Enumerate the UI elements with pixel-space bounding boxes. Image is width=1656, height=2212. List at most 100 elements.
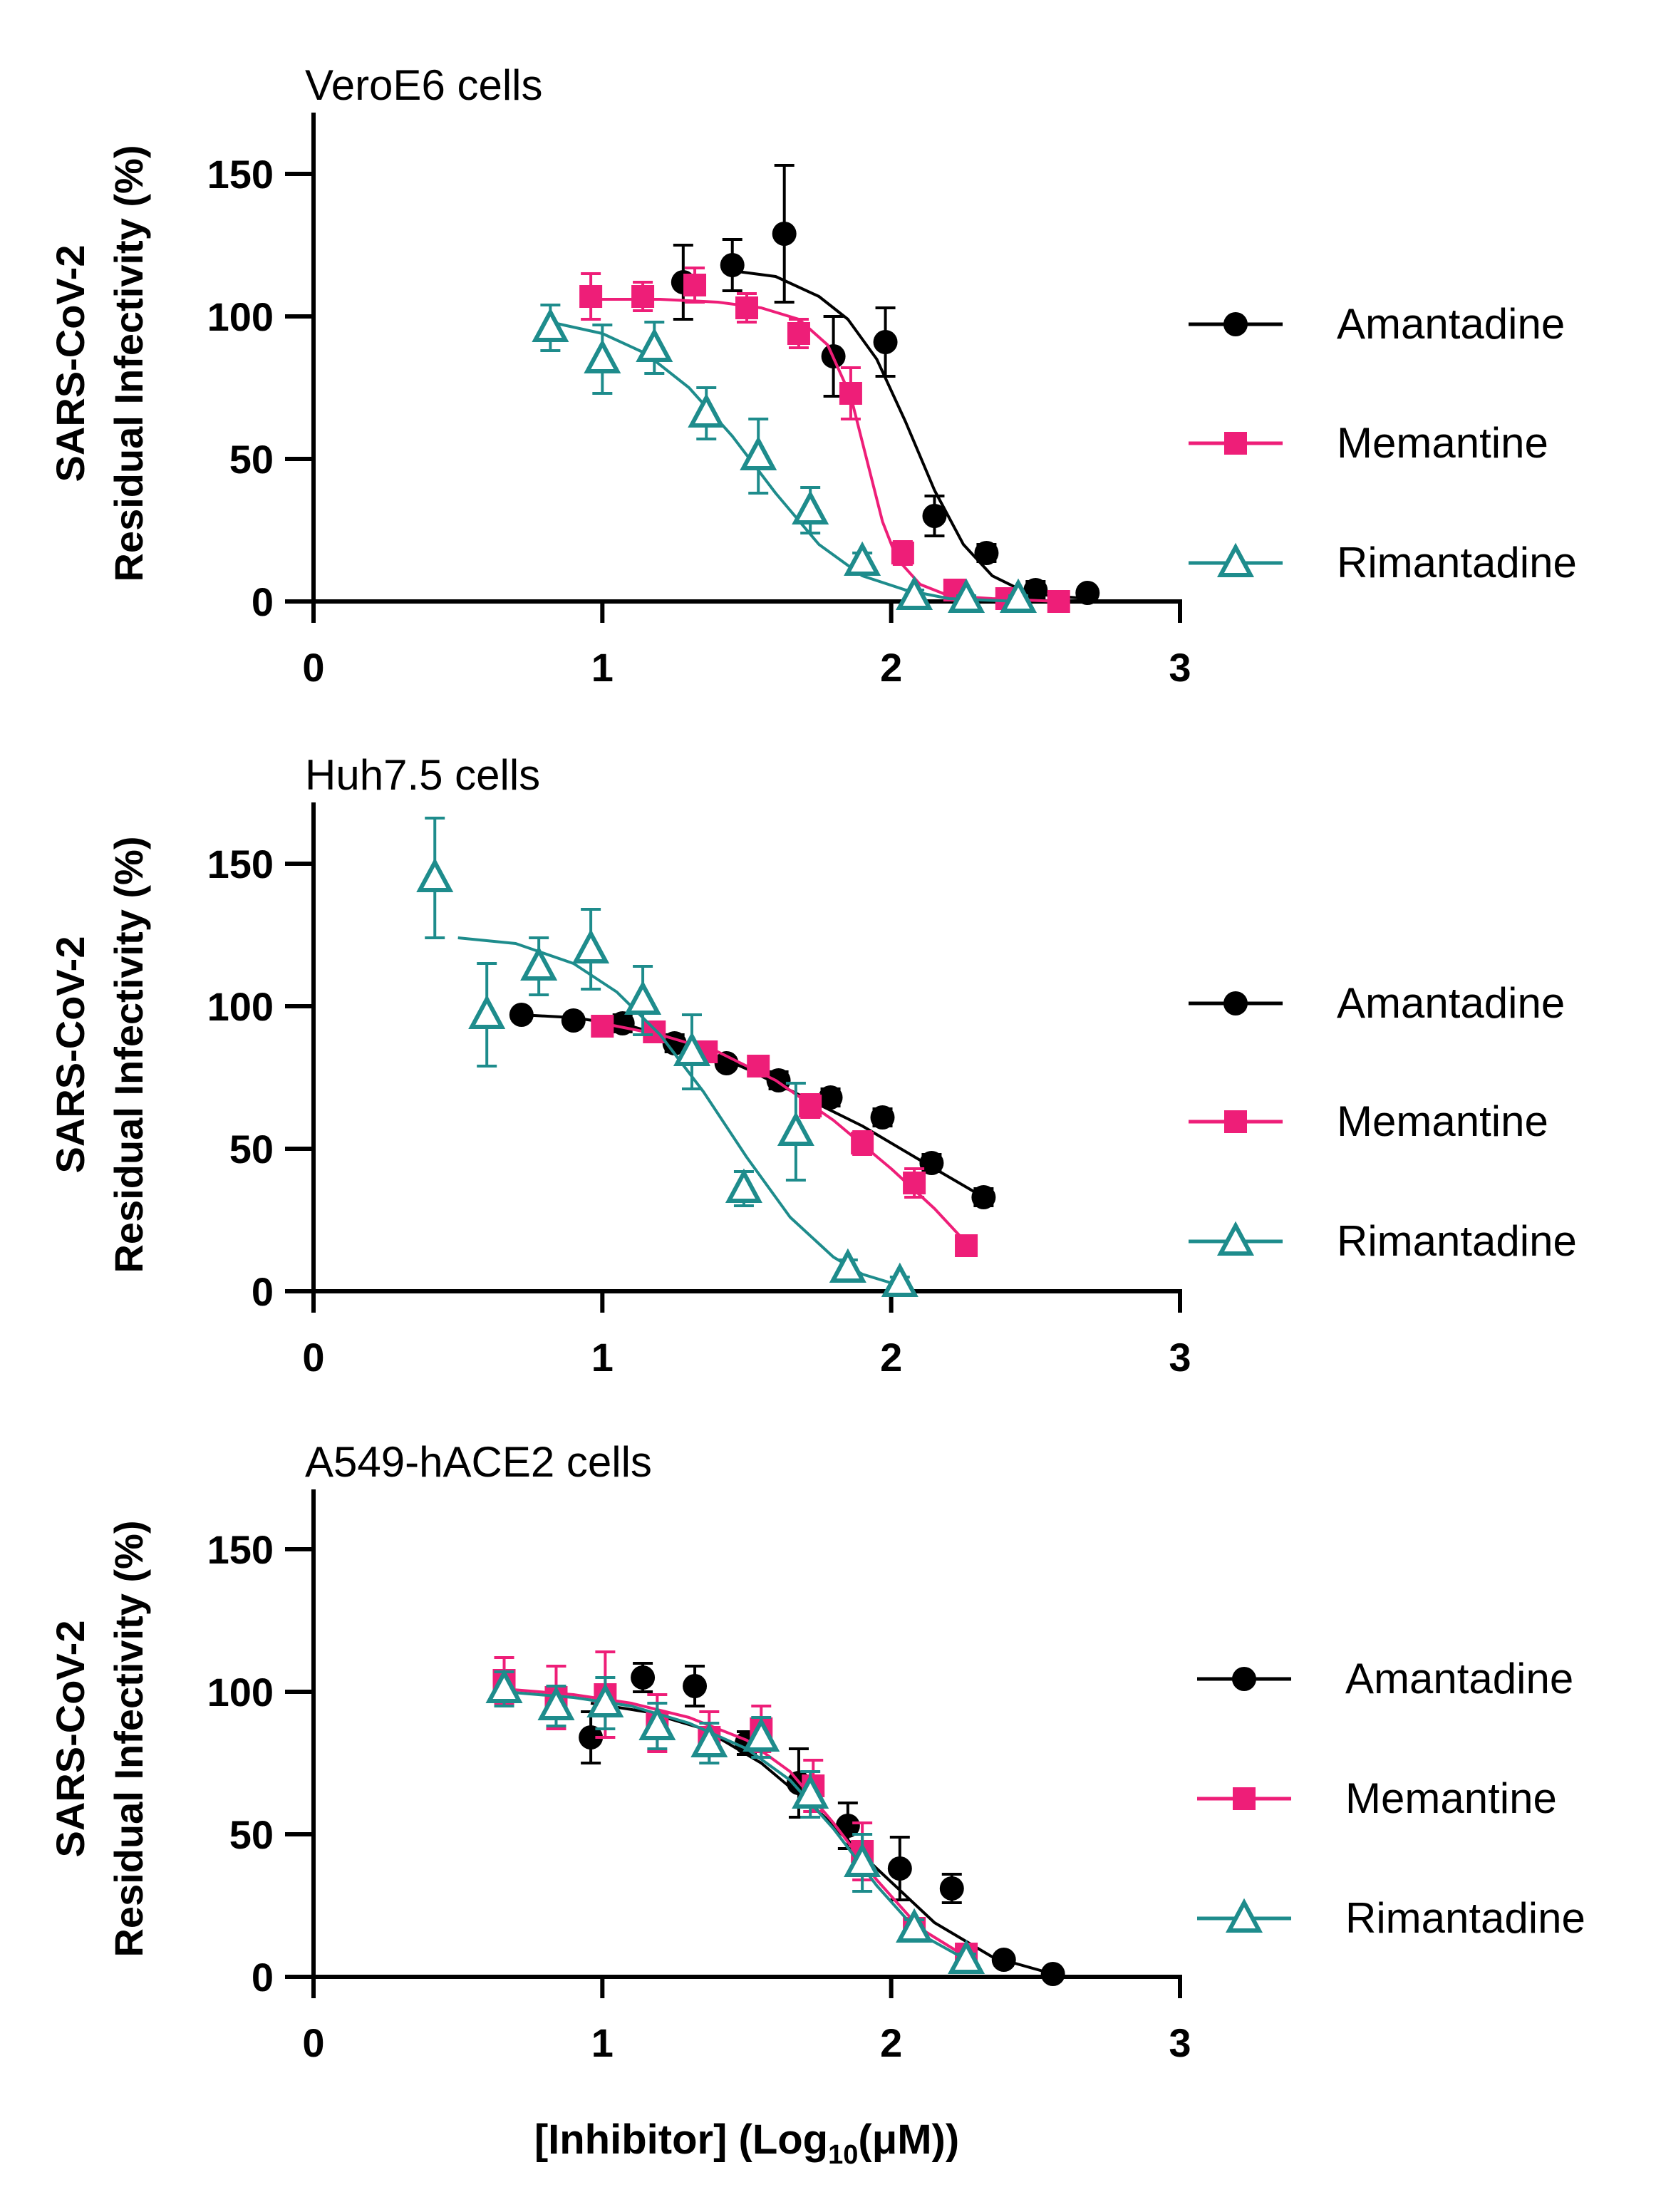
legend-label: Memantine: [1345, 1774, 1557, 1822]
data-point: [844, 541, 881, 576]
series-amantadine: [671, 164, 1100, 605]
y-tick-label: 150: [207, 152, 274, 197]
data-point: [971, 1185, 996, 1209]
data-point: [829, 1248, 866, 1283]
x-tick-label: 0: [302, 2020, 324, 2065]
data-point: [636, 327, 673, 362]
legend-item-rimantadine: Rimantadine: [1189, 539, 1577, 586]
legend-marker: [1224, 1110, 1247, 1133]
fit-curve: [590, 1702, 1054, 1975]
x-tick-label: 0: [302, 1335, 324, 1380]
data-point: [948, 1939, 985, 1974]
y-tick-label: 150: [207, 842, 274, 887]
data-point: [777, 1111, 814, 1146]
legend-item-memantine: Memantine: [1189, 419, 1548, 467]
data-point: [631, 1665, 656, 1690]
legend-label: Amantadine: [1337, 300, 1565, 348]
panel-title: Huh7.5 cells: [305, 751, 540, 799]
legend-marker: [1216, 542, 1255, 577]
data-point: [688, 393, 725, 428]
y-axis-label-line2: Residual Infectivity (%): [106, 1520, 151, 1957]
y-tick-label: 100: [207, 294, 274, 339]
data-point: [948, 578, 985, 613]
data-point: [787, 322, 810, 345]
data-point: [955, 1234, 978, 1257]
legend-marker: [1216, 1221, 1255, 1256]
legend-item-rimantadine: Rimantadine: [1189, 1217, 1577, 1265]
y-axis-label-line2: Residual Infectivity (%): [106, 145, 151, 582]
data-point: [673, 1031, 711, 1066]
x-tick-label: 3: [1169, 645, 1191, 690]
data-point: [586, 1683, 624, 1717]
chart-panel-1: VeroE6 cells SARS-CoV-2 Residual Infectivi…: [48, 61, 1577, 690]
data-point: [1023, 578, 1048, 602]
legend-item-memantine: Memantine: [1189, 1097, 1548, 1145]
data-point: [532, 307, 569, 342]
y-tick-label: 0: [252, 1955, 274, 2000]
data-point: [740, 435, 777, 470]
fit-curve: [549, 321, 1019, 603]
x-tick-label: 0: [302, 645, 324, 690]
y-tick-label: 50: [229, 437, 274, 482]
x-tick-label: 2: [880, 645, 902, 690]
data-point: [903, 1172, 926, 1194]
data-point: [591, 1015, 614, 1038]
data-point: [870, 1105, 895, 1130]
chart-panel-2: Huh7.5 cells SARS-CoV-2 Residual Infectivi…: [48, 751, 1577, 1380]
fit-curve: [504, 1690, 968, 1961]
data-point: [561, 1008, 586, 1033]
data-point: [844, 1842, 881, 1877]
series-rimantadine: [532, 304, 1037, 613]
legend-marker: [1225, 1898, 1263, 1933]
data-point: [714, 1051, 739, 1075]
y-axis-label-line1: SARS-CoV-2: [48, 936, 93, 1174]
fit-curve: [504, 1688, 968, 1958]
data-point: [881, 1262, 918, 1297]
legend-label: Amantadine: [1345, 1655, 1573, 1702]
data-point: [839, 382, 862, 405]
data-point: [584, 338, 621, 373]
x-tick-label: 1: [591, 1335, 614, 1380]
data-point: [999, 578, 1037, 613]
y-tick-label: 0: [252, 579, 274, 624]
data-point: [1047, 590, 1070, 613]
legend-item-amantadine: Amantadine: [1189, 979, 1565, 1027]
legend-item-memantine: Memantine: [1197, 1774, 1557, 1822]
data-point: [919, 1151, 944, 1175]
data-point: [725, 1168, 762, 1203]
x-tick-label: 3: [1169, 1335, 1191, 1380]
data-point: [579, 285, 603, 308]
x-tick-label: 1: [591, 2020, 614, 2065]
data-point: [690, 1722, 728, 1757]
data-point: [735, 296, 758, 319]
data-point: [416, 857, 454, 892]
data-point: [485, 1668, 523, 1703]
x-tick-label: 3: [1169, 2020, 1191, 2065]
x-axis-label: [Inhibitor] (Log10(μM)): [534, 2117, 959, 2170]
y-tick-label: 100: [207, 1670, 274, 1715]
data-point: [991, 1948, 1016, 1972]
y-axis-label-line2: Residual Infectivity (%): [106, 836, 151, 1273]
y-tick-label: 50: [229, 1127, 274, 1172]
data-point: [572, 929, 610, 963]
y-tick-label: 100: [207, 984, 274, 1029]
data-point: [579, 1725, 604, 1750]
data-point: [683, 274, 707, 296]
legend-marker: [1232, 1667, 1256, 1691]
y-tick-label: 150: [207, 1527, 274, 1572]
data-point: [772, 222, 797, 246]
data-point: [468, 994, 506, 1029]
legend-label: Memantine: [1337, 1097, 1548, 1145]
data-point: [1040, 1962, 1065, 1986]
data-point: [922, 504, 947, 528]
legend-label: Amantadine: [1337, 979, 1565, 1027]
x-tick-label: 1: [591, 645, 614, 690]
legend-label: Rimantadine: [1345, 1894, 1585, 1942]
series-rimantadine: [416, 817, 918, 1297]
series-memantine: [579, 267, 1070, 613]
legend-item-amantadine: Amantadine: [1197, 1655, 1573, 1702]
y-tick-label: 50: [229, 1812, 274, 1857]
data-point: [792, 490, 829, 524]
y-axis-label-line1: SARS-CoV-2: [48, 1621, 93, 1858]
data-point: [720, 253, 745, 277]
